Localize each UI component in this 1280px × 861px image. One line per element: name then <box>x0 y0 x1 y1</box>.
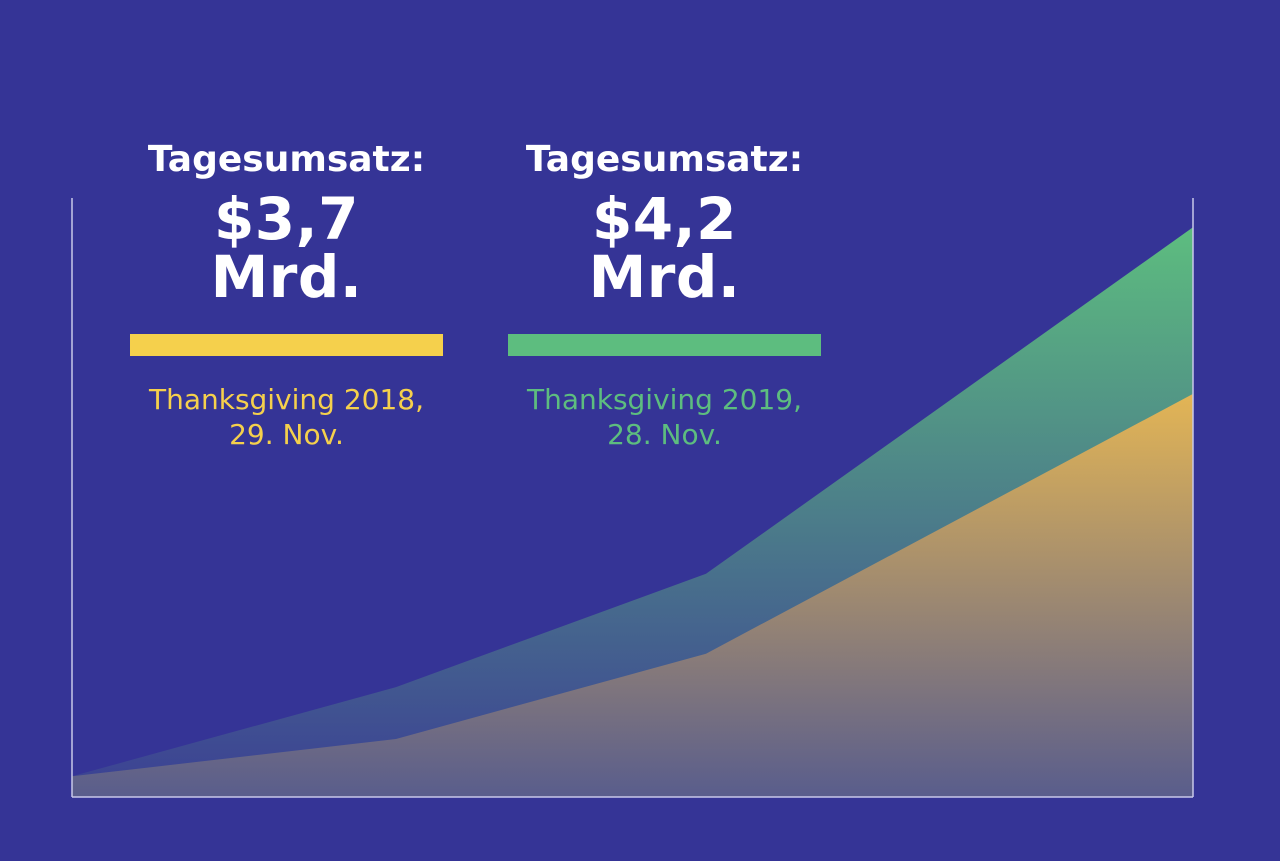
area-series-2018 <box>72 393 1193 797</box>
stat-2018-color-bar <box>130 334 443 356</box>
stat-2018-caption-line2: 29. Nov. <box>229 418 344 451</box>
stat-2019: Tagesumsatz: $4,2 Mrd. Thanksgiving 2019… <box>508 142 821 452</box>
stat-2019-caption-line1: Thanksgiving 2019, <box>526 383 803 416</box>
stat-2019-caption-line2: 28. Nov. <box>607 418 722 451</box>
stat-2019-caption: Thanksgiving 2019, 28. Nov. <box>508 382 821 452</box>
stat-2018-caption: Thanksgiving 2018, 29. Nov. <box>130 382 443 452</box>
stat-2018-label: Tagesumsatz: <box>147 139 426 180</box>
stat-2019-color-bar <box>508 334 821 356</box>
stat-2019-label: Tagesumsatz: <box>525 139 804 180</box>
stat-2018-caption-line1: Thanksgiving 2018, <box>148 383 425 416</box>
stat-2018: Tagesumsatz: $3,7 Mrd. Thanksgiving 2018… <box>130 142 443 452</box>
stat-2018-value: $3,7 Mrd. <box>210 185 363 311</box>
stat-2019-value: $4,2 Mrd. <box>588 185 741 311</box>
